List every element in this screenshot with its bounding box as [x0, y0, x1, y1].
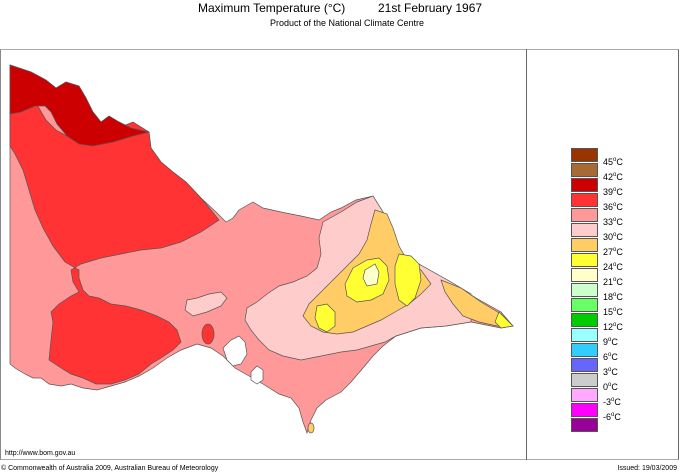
zone-24-tip [494, 311, 514, 329]
legend-swatch-6 [571, 343, 598, 357]
port-phillip-bay [222, 335, 248, 367]
zone-36 [9, 97, 220, 385]
zone-30-west [184, 291, 228, 317]
legend-label: 21oC [603, 277, 623, 287]
temperature-map [9, 64, 514, 435]
issued-date: Issued: 19/03/2009 [617, 465, 677, 472]
legend-label: 3oC [603, 367, 618, 377]
legend-label: 27oC [603, 247, 623, 257]
title-date: 21st February 1967 [378, 1, 483, 15]
map-frame [0, 49, 679, 460]
legend-swatch-42 [571, 163, 598, 177]
legend-swatch-15 [571, 298, 598, 312]
source-url[interactable]: http://www.bom.gov.au [5, 450, 76, 457]
legend-swatch-3 [571, 358, 598, 372]
legend-label: 6oC [603, 352, 618, 362]
legend-label: 33oC [603, 217, 623, 227]
legend-swatch-12 [571, 313, 598, 327]
legend-label: 12oC [603, 322, 623, 332]
title-text: Maximum Temperature (°C) [198, 1, 346, 15]
legend-label: 45oC [603, 157, 623, 167]
legend-label: 39oC [603, 187, 623, 197]
zone-39 [9, 64, 150, 147]
legend-label: 0oC [603, 382, 618, 392]
legend-swatch-21 [571, 268, 598, 282]
zone-24-b [394, 253, 422, 307]
legend-label: -6oC [603, 412, 621, 422]
legend-label: -3oC [603, 397, 621, 407]
legend-swatch-27 [571, 238, 598, 252]
legend-label: 36oC [603, 202, 623, 212]
map-title: Maximum Temperature (°C) 21st February 1… [0, 0, 680, 16]
legend-swatch-9 [571, 328, 598, 342]
zone-21 [362, 263, 380, 287]
legend-swatch-0 [571, 373, 598, 387]
zone-27-wilsons [307, 422, 315, 434]
zone-24-c [314, 303, 336, 333]
legend-swatch-minus3 [571, 388, 598, 402]
panel-divider [526, 49, 527, 460]
zone-36-patch [201, 323, 215, 345]
legend-label: 18oC [603, 292, 623, 302]
legend-swatch-24 [571, 253, 598, 267]
zone-27-east [440, 279, 514, 327]
copyright-notice: © Commonwealth of Australia 2009, Austra… [1, 465, 219, 472]
legend-label: 15oC [603, 307, 623, 317]
legend-swatch-minus6 [571, 403, 598, 417]
legend-label: 30oC [603, 232, 623, 242]
legend-label: 9oC [603, 337, 618, 347]
legend-swatch-39 [571, 178, 598, 192]
western-port [250, 365, 264, 385]
legend-label: 24oC [603, 262, 623, 272]
legend-swatch-45-plus [571, 148, 598, 162]
legend-swatch-30 [571, 223, 598, 237]
legend-swatch-33 [571, 208, 598, 222]
legend-swatch-36 [571, 193, 598, 207]
subtitle: Product of the National Climate Centre [269, 18, 425, 28]
legend-swatch-18 [571, 283, 598, 297]
legend-swatch-below-minus6 [571, 418, 598, 432]
legend-label: 42oC [603, 172, 623, 182]
